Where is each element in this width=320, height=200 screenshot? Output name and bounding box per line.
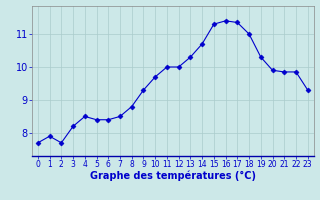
X-axis label: Graphe des températures (°C): Graphe des températures (°C): [90, 171, 256, 181]
